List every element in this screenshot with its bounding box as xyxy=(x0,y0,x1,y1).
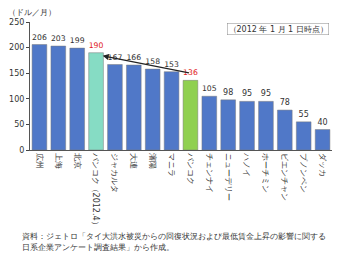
svg-text:プノンペン: プノンペン xyxy=(299,153,308,193)
svg-text:206: 206 xyxy=(32,33,47,42)
svg-text:広州: 広州 xyxy=(35,153,44,169)
svg-text:199: 199 xyxy=(70,36,85,45)
svg-text:250: 250 xyxy=(9,18,24,27)
svg-text:167: 167 xyxy=(108,53,123,62)
svg-text:50: 50 xyxy=(14,120,24,129)
html-text:資料：ジェトロ「タイ大洪水被災からの回復状況および最低賃金上: 資料：ジェトロ「タイ大洪水被災からの回復状況および最低賃金上昇の影響に関する日系… xyxy=(22,232,326,252)
svg-text:78: 78 xyxy=(280,98,290,107)
svg-text:203: 203 xyxy=(51,34,66,43)
svg-text:大連: 大連 xyxy=(129,153,138,169)
svg-text:バンコク（2012.4）: バンコク（2012.4） xyxy=(91,152,100,229)
svg-text:ホーチミン: ホーチミン xyxy=(261,153,270,193)
svg-text:105: 105 xyxy=(202,84,217,93)
svg-text:バンコク: バンコク xyxy=(186,152,195,185)
svg-text:ハノイ: ハノイ xyxy=(242,152,251,177)
svg-text:（ドル／月）: （ドル／月） xyxy=(8,8,56,17)
svg-text:55: 55 xyxy=(299,110,309,119)
svg-text:200: 200 xyxy=(9,43,24,52)
svg-text:瀋陽: 瀋陽 xyxy=(148,153,157,169)
svg-text:136: 136 xyxy=(183,68,198,77)
svg-text:98: 98 xyxy=(223,88,233,97)
svg-text:40: 40 xyxy=(317,118,327,127)
svg-text:マニラ: マニラ xyxy=(167,153,176,177)
svg-text:ダッカ: ダッカ xyxy=(318,153,327,177)
svg-text:150: 150 xyxy=(9,69,24,78)
svg-text:上海: 上海 xyxy=(54,153,63,169)
svg-text:（2012 年 1 月 1 日時点）: （2012 年 1 月 1 日時点） xyxy=(229,25,328,34)
svg-text:158: 158 xyxy=(145,57,160,66)
svg-text:166: 166 xyxy=(126,53,141,62)
svg-text:ジャカルタ: ジャカルタ xyxy=(110,153,119,193)
svg-text:ビエンチャン: ビエンチャン xyxy=(280,153,289,201)
svg-text:100: 100 xyxy=(9,95,24,104)
svg-text:95: 95 xyxy=(242,89,252,98)
svg-text:ニューデリー: ニューデリー xyxy=(224,153,233,201)
svg-text:190: 190 xyxy=(89,41,104,50)
svg-text:チェンナイ: チェンナイ xyxy=(205,153,214,193)
svg-text:95: 95 xyxy=(261,89,271,98)
svg-text:北京: 北京 xyxy=(73,153,82,169)
svg-text:153: 153 xyxy=(164,60,179,69)
svg-text:0: 0 xyxy=(19,146,24,155)
